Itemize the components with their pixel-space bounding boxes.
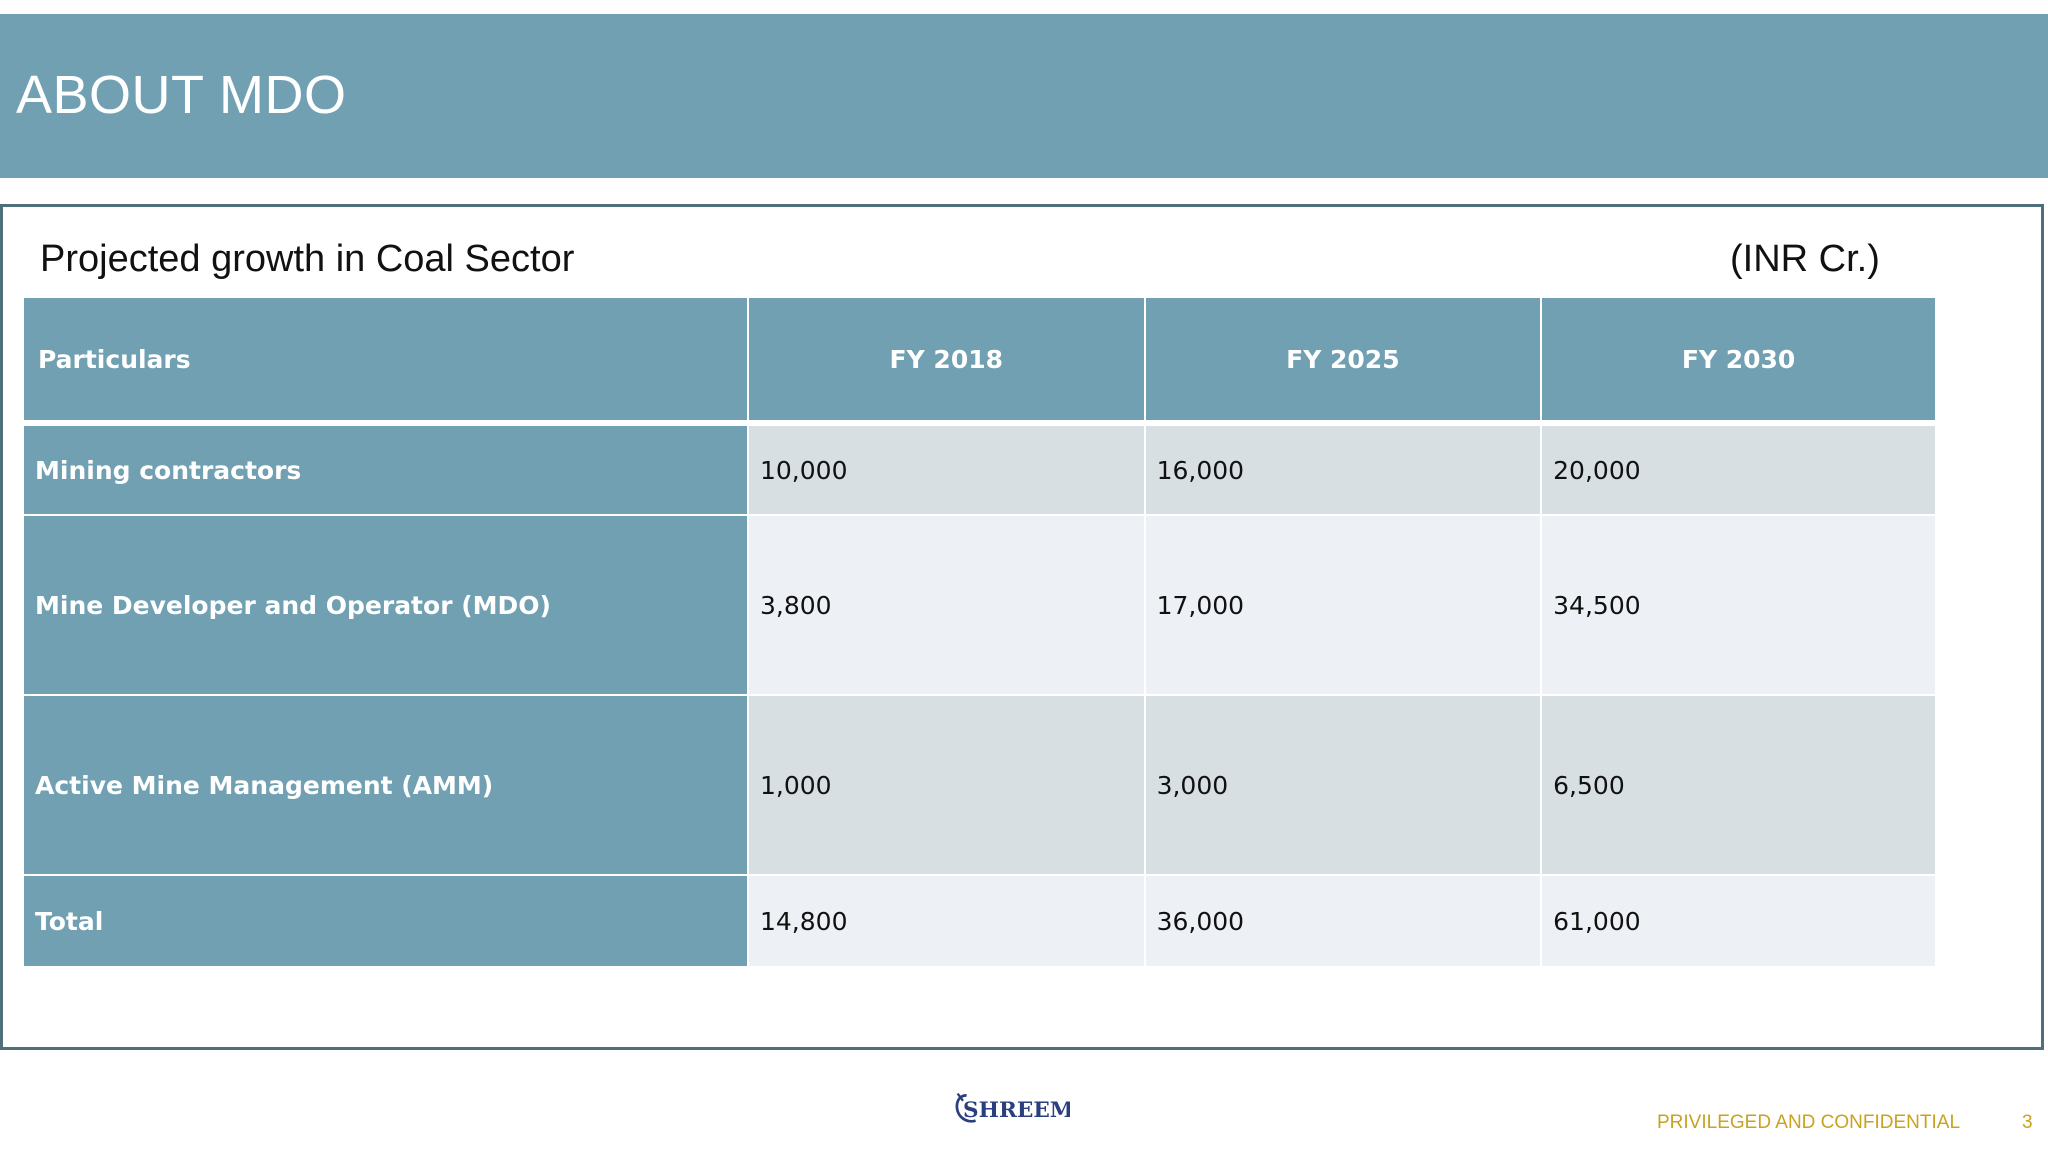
- table-heading: Projected growth in Coal Sector: [40, 238, 575, 280]
- header-fy2025: FY 2025: [1144, 298, 1543, 426]
- table-header-row: Particulars FY 2018 FY 2025 FY 2030: [24, 298, 1935, 426]
- shreem-logo-icon: SHREEM: [955, 1092, 1070, 1123]
- page-number: 3: [2022, 1112, 2033, 1133]
- footer-confidential-label: PRIVILEGED AND CONFIDENTIAL: [1657, 1112, 1961, 1133]
- cell-value: 20,000: [1541, 423, 1935, 516]
- cell-value: 3,000: [1144, 695, 1543, 876]
- slide-title: ABOUT MDO: [16, 65, 347, 125]
- table-row: Mine Developer and Operator (MDO) 3,800 …: [24, 515, 1935, 696]
- cell-value: 61,000: [1541, 875, 1935, 968]
- table-row-total: Total 14,800 36,000 61,000: [24, 875, 1935, 968]
- row-label: Mine Developer and Operator (MDO): [24, 515, 749, 696]
- projection-table: Particulars FY 2018 FY 2025 FY 2030 Mini…: [24, 298, 1935, 968]
- cell-value: 3,800: [748, 515, 1146, 696]
- unit-label: (INR Cr.): [1730, 238, 1880, 280]
- cell-value: 10,000: [748, 423, 1146, 516]
- row-label: Mining contractors: [24, 423, 749, 516]
- cell-value: 16,000: [1144, 423, 1543, 516]
- logo-text: SHREEM: [963, 1098, 1070, 1123]
- table-row: Active Mine Management (AMM) 1,000 3,000…: [24, 695, 1935, 876]
- table-row: Mining contractors 10,000 16,000 20,000: [24, 423, 1935, 516]
- row-label: Active Mine Management (AMM): [24, 695, 749, 876]
- header-fy2018: FY 2018: [748, 298, 1146, 426]
- row-label: Total: [24, 875, 749, 968]
- header-particulars: Particulars: [24, 298, 749, 426]
- cell-value: 6,500: [1541, 695, 1935, 876]
- cell-value: 36,000: [1144, 875, 1543, 968]
- content-frame: [0, 204, 2044, 1050]
- cell-value: 14,800: [748, 875, 1146, 968]
- title-bar: ABOUT MDO: [0, 14, 2048, 178]
- header-fy2030: FY 2030: [1541, 298, 1935, 426]
- cell-value: 1,000: [748, 695, 1146, 876]
- cell-value: 34,500: [1541, 515, 1935, 696]
- cell-value: 17,000: [1144, 515, 1543, 696]
